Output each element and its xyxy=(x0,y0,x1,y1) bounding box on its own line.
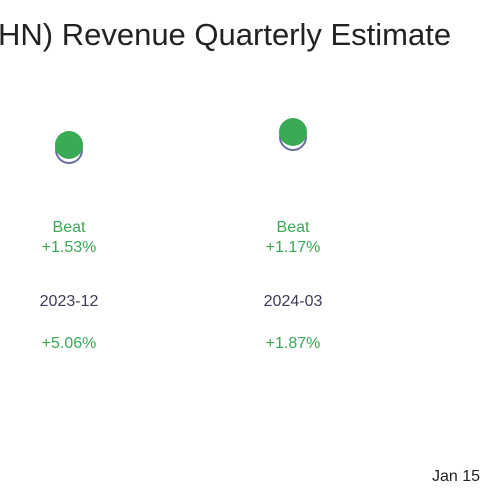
change-label: +1.87% xyxy=(266,335,321,352)
surprise-label: +1.53% xyxy=(42,239,97,256)
footer-date: Jan 15 xyxy=(432,468,480,485)
actual-marker xyxy=(279,118,307,146)
period-tick-label: 2023-12 xyxy=(40,293,99,310)
surprise-label: +1.17% xyxy=(266,239,321,256)
actual-marker xyxy=(55,131,83,159)
points-layer: Beat +1.53% 2023-12 +5.06% Beat +1.17% 2024-03… xyxy=(40,118,323,352)
period-tick-label: 2024-03 xyxy=(264,293,323,310)
result-label: Beat xyxy=(53,219,86,236)
change-label: +5.06% xyxy=(42,335,97,352)
result-label: Beat xyxy=(277,219,310,236)
chart-title: HN) Revenue Quarterly Estimate xyxy=(0,17,451,52)
